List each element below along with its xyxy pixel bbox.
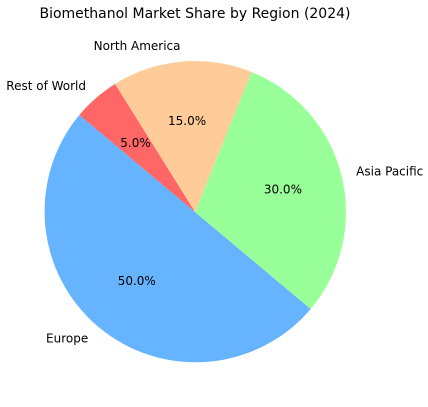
pie-slice-europe — [44, 114, 311, 363]
slice-label-europe: Europe — [46, 332, 88, 346]
pie-slice-asia-pacific — [195, 72, 346, 310]
slice-percent-asia-pacific: 30.0% — [264, 183, 302, 197]
pie-slice-north-america — [114, 60, 252, 212]
slice-percent-north-america: 15.0% — [168, 114, 206, 128]
pie-labels: Europe 50.0% Asia Pacific 30.0% North Americ… — [6, 39, 423, 346]
pie-slice-rest-of-world — [79, 83, 195, 212]
slice-label-rest-of-world: Rest of World — [6, 79, 86, 93]
pie-slices — [44, 60, 346, 363]
slice-label-asia-pacific: Asia Pacific — [356, 164, 423, 178]
slice-percent-rest-of-world: 5.0% — [120, 136, 151, 150]
slice-percent-europe: 50.0% — [118, 274, 156, 288]
chart-title: Biomethanol Market Share by Region (2024… — [39, 6, 350, 22]
slice-label-north-america: North America — [94, 39, 181, 53]
